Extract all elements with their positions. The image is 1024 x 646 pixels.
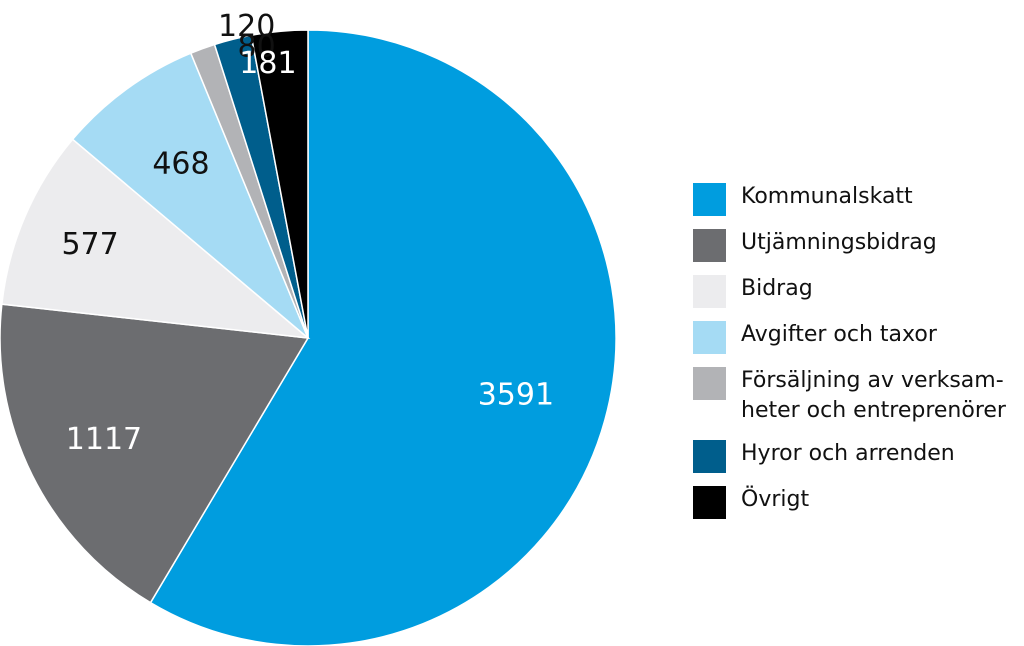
legend-item-bidrag: Bidrag <box>693 270 1023 316</box>
pie-slice-3 <box>1 138 311 340</box>
pie-value-label-3: 577 <box>61 227 118 262</box>
pie-value-label-1: 3591 <box>478 378 554 413</box>
pie-value-label-5: 80 <box>237 29 275 64</box>
legend-item-hyror: Hyror och arrenden <box>693 435 1023 481</box>
pie-value-label-6: 120 <box>218 9 275 44</box>
legend-label-forsaljning: Försäljning av verksam- heter och entrep… <box>741 368 1006 423</box>
pie-value-label-4: 468 <box>152 146 209 181</box>
pie-slice-7 <box>250 29 309 339</box>
legend-swatch-bidrag <box>693 275 726 308</box>
legend-item-utjamningsbidrag: Utjämningsbidrag <box>693 224 1023 270</box>
legend-label-avgifter: Avgifter och taxor <box>741 322 937 347</box>
legend-item-kommunalskatt: Kommunalskatt <box>693 178 1023 224</box>
legend-label-bidrag: Bidrag <box>741 276 813 301</box>
legend-label-kommunalskatt: Kommunalskatt <box>741 184 913 209</box>
legend-label-ovrigt: Övrigt <box>741 487 810 512</box>
legend-swatch-forsaljning <box>693 367 726 400</box>
pie-slice-4 <box>71 52 309 339</box>
legend: Kommunalskatt Utjämningsbidrag Bidrag Av… <box>693 178 1023 527</box>
legend-swatch-utjamningsbidrag <box>693 229 726 262</box>
legend-label-hyror: Hyror och arrenden <box>741 441 955 466</box>
legend-swatch-avgifter <box>693 321 726 354</box>
legend-swatch-hyror <box>693 440 726 473</box>
pie-value-label-2: 1117 <box>66 422 142 457</box>
legend-swatch-ovrigt <box>693 486 726 519</box>
legend-swatch-kommunalskatt <box>693 183 726 216</box>
pie-slice-2 <box>0 303 310 604</box>
legend-item-ovrigt: Övrigt <box>693 481 1023 527</box>
pie-value-label-7: 181 <box>239 46 296 81</box>
legend-item-forsaljning: Försäljning av verksam- heter och entrep… <box>693 362 1023 435</box>
legend-label-utjamningsbidrag: Utjämningsbidrag <box>741 230 937 255</box>
legend-item-avgifter: Avgifter och taxor <box>693 316 1023 362</box>
